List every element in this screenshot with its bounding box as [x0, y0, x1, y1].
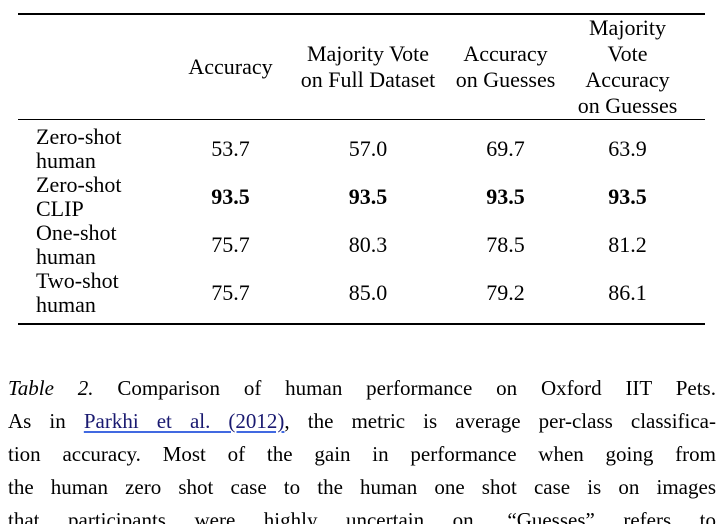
caption-line: the human zero shot case to the human on… [8, 475, 716, 499]
citation-link[interactable]: Parkhi et al. (2012) [83, 409, 285, 433]
cell-value: 81.2 [608, 232, 647, 257]
cell-value: 78.5 [486, 232, 525, 257]
table-body: Zero-shot human 53.7 57.0 69.7 63.9 Zero… [18, 120, 705, 325]
table-row-two-shot-human: Two-shot human 75.7 85.0 79.2 86.1 [18, 269, 705, 324]
col-header-majority-vote-full-dataset: Majority Vote on Full Dataset [293, 14, 443, 120]
paper-page: Accuracy Majority Vote on Full Dataset A… [0, 13, 724, 524]
col-header-empty [18, 14, 168, 120]
caption-label: Table 2. [8, 376, 94, 400]
col-header-majority-vote-accuracy-on-guesses: Majority Vote Accuracy on Guesses [568, 14, 705, 120]
cell-value: 75.7 [211, 232, 250, 257]
cell-value: 80.3 [348, 232, 388, 257]
cell-value: 93.5 [486, 184, 525, 209]
header-row: Accuracy Majority Vote on Full Dataset A… [18, 14, 705, 120]
col-header-accuracy-on-guesses: Accuracy on Guesses [443, 14, 568, 120]
caption-line: tion accuracy. Most of the gain in perfo… [8, 442, 716, 466]
row-label: Zero-shot human [36, 124, 122, 173]
cell-value: 75.7 [211, 280, 250, 305]
cell-value: 69.7 [486, 136, 525, 161]
cell-value: 57.0 [348, 136, 388, 161]
cell-value: 86.1 [608, 280, 647, 305]
table-row-zero-shot-human: Zero-shot human 53.7 57.0 69.7 63.9 [18, 120, 705, 174]
caption-text: , the metric is average per-class classi… [284, 409, 716, 433]
cell-value: 93.5 [608, 184, 647, 209]
results-table: Accuracy Majority Vote on Full Dataset A… [18, 13, 705, 325]
caption-text: As in [8, 409, 84, 433]
table-row-zero-shot-clip: Zero-shot CLIP 93.5 93.5 93.5 93.5 [18, 173, 705, 221]
caption-line: Table 2. Comparison of human performance… [8, 372, 716, 405]
table-header: Accuracy Majority Vote on Full Dataset A… [18, 14, 705, 120]
cell-value: 93.5 [348, 184, 388, 209]
cell-value: 63.9 [608, 136, 647, 161]
cell-value: 85.0 [348, 280, 388, 305]
cell-value: 79.2 [486, 280, 525, 305]
row-label: Zero-shot CLIP [36, 172, 122, 221]
caption-line: that participants were highly uncertain … [8, 508, 716, 524]
col-header-accuracy: Accuracy [168, 14, 293, 120]
caption-text: Comparison of human performance on Oxfor… [93, 376, 716, 400]
row-label: Two-shot human [36, 268, 119, 317]
row-label: One-shot human [36, 220, 117, 269]
table-caption: Table 2. Comparison of human performance… [8, 372, 716, 524]
caption-line: As in Parkhi et al. (2012), the metric i… [8, 405, 716, 438]
cell-value: 93.5 [211, 184, 250, 209]
cell-value: 53.7 [211, 136, 250, 161]
table-row-one-shot-human: One-shot human 75.7 80.3 78.5 81.2 [18, 221, 705, 269]
